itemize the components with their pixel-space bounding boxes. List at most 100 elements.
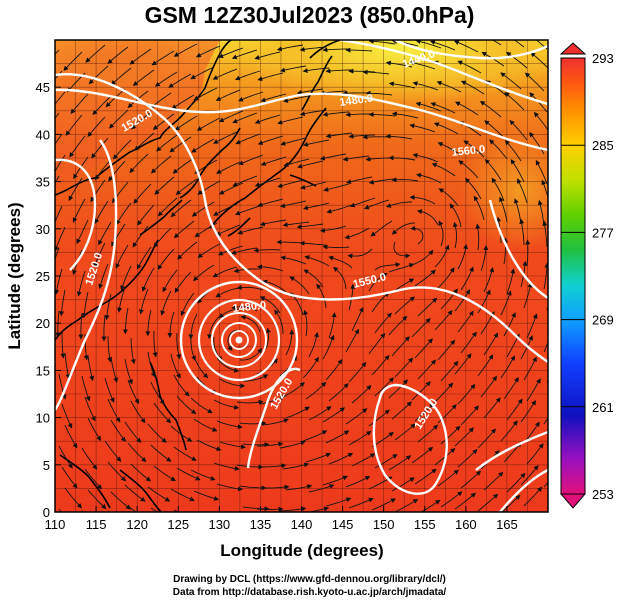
streamline	[346, 176, 373, 185]
streamline	[85, 44, 106, 63]
streamline	[236, 464, 264, 470]
streamline	[219, 182, 244, 195]
streamline	[55, 175, 60, 185]
streamline	[173, 374, 190, 397]
streamline	[306, 506, 330, 512]
streamline	[259, 296, 281, 314]
streamline	[385, 133, 413, 140]
contour-label: 1560.0	[451, 144, 486, 159]
streamline	[240, 314, 261, 333]
streamline	[55, 91, 66, 105]
streamline	[124, 484, 146, 502]
streamline	[253, 247, 281, 253]
streamline	[147, 423, 167, 443]
streamline	[457, 383, 476, 405]
streamline	[303, 309, 309, 337]
y-tick-label: 25	[36, 269, 50, 284]
x-axis-ticks: 110 115 120 125 130 135 140 145 150 155 160 165	[45, 506, 518, 532]
streamline	[157, 197, 178, 217]
streamline	[55, 112, 60, 119]
streamline	[503, 441, 522, 463]
streamline	[193, 418, 218, 432]
streamline	[388, 315, 408, 336]
streamline	[108, 160, 126, 182]
streamline	[520, 335, 533, 360]
x-tick-label: 135	[250, 517, 272, 532]
streamline	[368, 409, 390, 427]
streamline	[328, 383, 349, 402]
streamline	[191, 138, 215, 153]
streamline	[107, 46, 129, 64]
streamline	[236, 399, 264, 405]
streamline	[414, 468, 437, 485]
streamline	[87, 417, 102, 442]
x-tick-label: 130	[208, 517, 230, 532]
streamline	[212, 68, 238, 80]
credit-line-data: Data from http://database.rish.kyoto-u.a…	[172, 587, 447, 598]
streamline	[411, 446, 434, 464]
x-tick-label: 115	[86, 517, 107, 532]
streamline	[464, 177, 482, 200]
streamline	[81, 447, 98, 470]
streamline	[232, 112, 258, 124]
streamline	[475, 223, 481, 251]
streamline	[196, 117, 221, 131]
streamline	[299, 46, 327, 52]
streamline	[216, 483, 243, 492]
streamline	[506, 268, 516, 295]
streamline	[110, 419, 126, 442]
streamline	[219, 378, 246, 389]
streamline	[150, 155, 172, 174]
streamline	[296, 223, 324, 230]
streamline	[282, 221, 310, 228]
streamline	[239, 347, 263, 361]
streamline	[484, 158, 502, 181]
streamline	[93, 242, 106, 268]
streamline	[231, 49, 258, 60]
streamline	[110, 356, 119, 383]
streamline	[440, 360, 459, 382]
streamline	[368, 40, 396, 45]
streamline	[260, 93, 287, 103]
streamline	[55, 247, 60, 261]
streamline	[238, 154, 264, 166]
streamline	[365, 156, 392, 162]
streamline	[391, 336, 410, 357]
streamline	[197, 243, 221, 259]
streamline	[437, 142, 462, 156]
streamline	[280, 255, 307, 265]
streamline	[188, 313, 198, 340]
streamline	[319, 153, 347, 161]
streamline	[127, 442, 147, 463]
streamline	[234, 70, 261, 81]
streamline	[60, 332, 66, 359]
streamline	[254, 114, 281, 124]
streamline	[257, 135, 284, 145]
streamline	[133, 183, 152, 204]
streamline	[526, 378, 541, 402]
streamline	[374, 312, 392, 334]
streamline	[194, 159, 218, 174]
streamline	[154, 176, 175, 195]
streamline	[190, 334, 196, 362]
streamline	[453, 221, 458, 249]
streamline	[491, 40, 502, 46]
streamline	[368, 178, 396, 185]
streamline	[308, 331, 319, 358]
streamline	[391, 401, 412, 420]
streamline	[386, 201, 412, 208]
colorbar-tick-label: 277	[592, 225, 614, 240]
streamline	[216, 161, 241, 174]
streamline	[526, 443, 544, 465]
streamline	[391, 222, 416, 235]
streamline	[92, 95, 112, 116]
streamline	[256, 264, 284, 272]
streamline	[523, 356, 537, 381]
streamline	[394, 499, 419, 512]
streamline	[368, 333, 386, 355]
streamline	[139, 288, 149, 315]
streamline	[440, 425, 461, 445]
streamline	[344, 227, 370, 240]
streamline	[137, 204, 155, 226]
